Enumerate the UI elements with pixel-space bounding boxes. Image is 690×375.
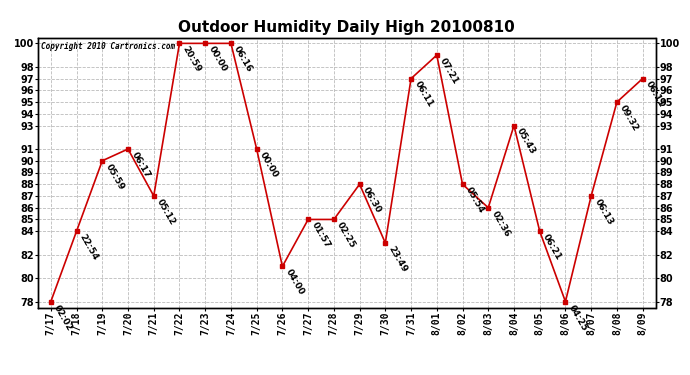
Text: 05:59: 05:59: [104, 162, 126, 192]
Text: 04:00: 04:00: [284, 268, 306, 297]
Text: 05:12: 05:12: [155, 197, 177, 226]
Title: Outdoor Humidity Daily High 20100810: Outdoor Humidity Daily High 20100810: [178, 20, 515, 35]
Text: 05:43: 05:43: [515, 127, 538, 156]
Text: 06:11: 06:11: [644, 80, 666, 109]
Text: 06:30: 06:30: [361, 186, 383, 215]
Text: 02:36: 02:36: [490, 209, 512, 238]
Text: 06:11: 06:11: [413, 80, 435, 109]
Text: 20:59: 20:59: [181, 45, 203, 74]
Text: 00:00: 00:00: [258, 150, 280, 179]
Text: 02:25: 02:25: [335, 221, 357, 250]
Text: 06:13: 06:13: [593, 197, 615, 226]
Text: Copyright 2010 Cartronics.com: Copyright 2010 Cartronics.com: [41, 42, 175, 51]
Text: 04:25: 04:25: [566, 303, 589, 332]
Text: 06:16: 06:16: [233, 45, 255, 74]
Text: 07:21: 07:21: [438, 57, 460, 86]
Text: 02:02: 02:02: [52, 303, 75, 332]
Text: 06:17: 06:17: [130, 150, 152, 180]
Text: 00:00: 00:00: [206, 45, 228, 74]
Text: 01:57: 01:57: [310, 221, 332, 250]
Text: 05:54: 05:54: [464, 186, 486, 215]
Text: 06:21: 06:21: [541, 232, 563, 262]
Text: 23:49: 23:49: [386, 244, 409, 274]
Text: 22:54: 22:54: [78, 232, 100, 262]
Text: 09:32: 09:32: [618, 104, 640, 133]
